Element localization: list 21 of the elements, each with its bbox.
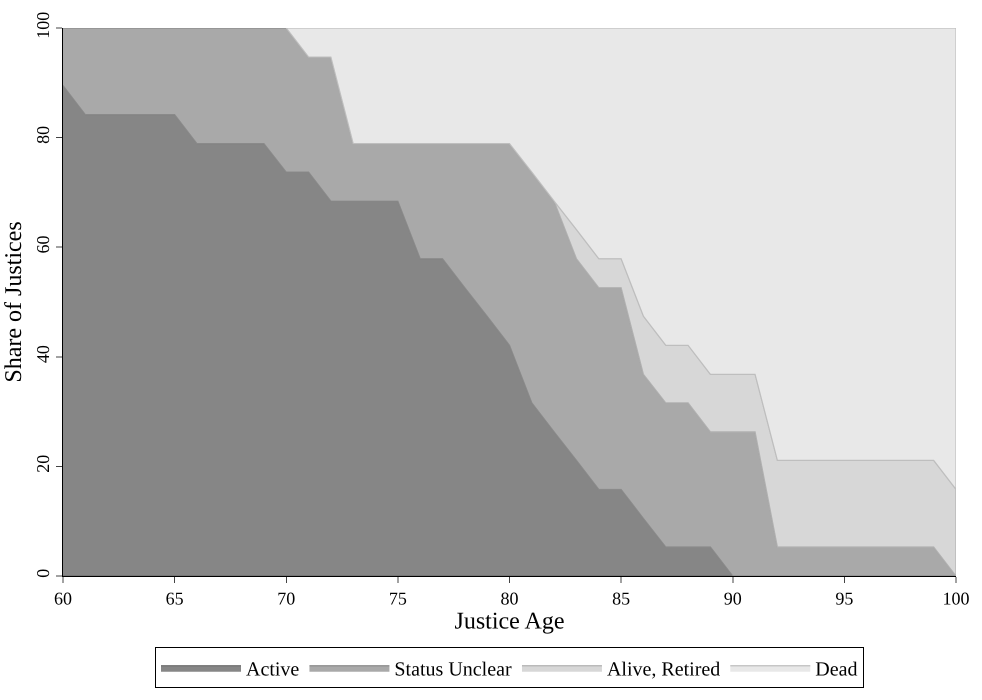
legend-label: Active	[246, 658, 300, 681]
x-tick-label: 85	[612, 588, 630, 609]
legend-label: Status Unclear	[394, 658, 512, 681]
x-tick-label: 65	[166, 588, 184, 609]
y-tick-label: 100	[32, 12, 53, 39]
x-tick-label: 80	[500, 588, 518, 609]
x-tick-label: 70	[277, 588, 296, 609]
x-tick-label: 60	[54, 588, 72, 609]
legend-label: Dead	[815, 658, 858, 681]
y-tick-label: 80	[32, 126, 53, 144]
y-tick-label: 20	[32, 454, 53, 473]
y-tick-label: 0	[32, 568, 53, 578]
legend-label: Alive, Retired	[606, 658, 720, 681]
y-axis-title: Share of Justices	[0, 221, 27, 383]
x-axis-title: Justice Age	[454, 608, 564, 635]
y-tick-label: 40	[32, 345, 53, 364]
x-tick-label: 95	[835, 588, 854, 609]
y-tick-label: 60	[32, 236, 53, 254]
x-tick-label: 90	[724, 588, 742, 609]
x-tick-label: 100	[942, 588, 970, 609]
x-tick-label: 75	[388, 588, 407, 609]
